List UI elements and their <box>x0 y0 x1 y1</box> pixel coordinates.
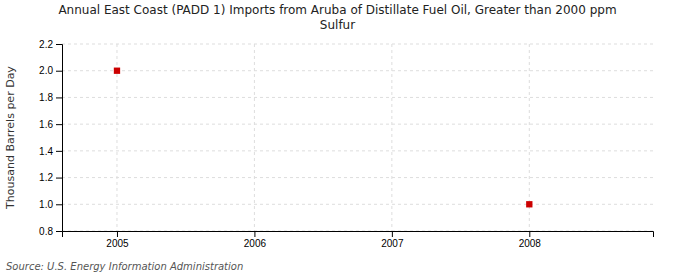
y-axis-title: Thousand Barrels per Day <box>4 66 17 210</box>
title-line: Sulfur <box>320 18 355 32</box>
source: Source: U.S. Energy Information Administ… <box>6 261 243 272</box>
grid-line-y <box>62 44 653 45</box>
x-axis-tick-label: 2007 <box>381 238 404 249</box>
y-axis-tick-mark <box>56 231 62 232</box>
y-axis-tick-mark <box>56 124 62 125</box>
y-axis-tick-label: 0.8 <box>39 226 53 237</box>
y-axis-tick-label: 1.0 <box>39 199 53 210</box>
y-axis-tick-label: 1.6 <box>39 119 53 130</box>
y-axis-tick-label: 2.0 <box>39 65 53 76</box>
x-axis-tick-label: 2006 <box>244 238 267 249</box>
x-axis-tick-mark <box>117 231 118 237</box>
point <box>526 201 532 207</box>
point <box>114 68 120 74</box>
y-axis: 0.8 1.0 1.2 1.4 1.6 1.8 2.0 2.2 <box>39 39 62 237</box>
x-axis-tick-label: 2008 <box>519 238 542 249</box>
y-axis-tick-label: 1.4 <box>39 146 53 157</box>
y-axis-tick: 2.0 <box>39 65 62 76</box>
chart: 2005 2006 2007 2008 0.8 1.0 1.2 1.4 1.6 1.8 2.0 2.2… <box>0 0 675 275</box>
y-axis-tick-mark <box>56 97 62 98</box>
x-axis-tick-label: 2005 <box>106 238 129 249</box>
y-axis-tick-label: 1.2 <box>39 172 53 183</box>
x-axis-tick-mark <box>254 231 255 237</box>
plot: 2005 2006 2007 2008 0.8 1.0 1.2 1.4 1.6 1.8 2.0 2.2 <box>39 39 653 249</box>
title: Annual East Coast (PADD 1) Imports from … <box>58 3 616 32</box>
y-axis-line <box>56 45 63 232</box>
x-axis-tick-mark <box>529 231 530 237</box>
x-axis-tick: 2006 <box>244 231 267 249</box>
y-axis-tick: 2.2 <box>39 39 62 50</box>
y-axis-tick: 1.0 <box>39 199 62 210</box>
grid-line-y <box>62 204 653 205</box>
x-axis-tick: 2007 <box>381 231 404 249</box>
grid-line-y <box>62 124 653 125</box>
y-axis-tick: 1.4 <box>39 146 62 157</box>
x-axis-tick-mark <box>392 231 393 237</box>
y-axis-tick-label: 1.8 <box>39 92 53 103</box>
x-axis: 2005 2006 2007 2008 <box>63 231 654 249</box>
y-axis-tick: 0.8 <box>39 226 62 237</box>
y-axis-tick-mark <box>56 71 62 72</box>
grid-line-y <box>62 150 653 151</box>
x-axis-line <box>63 232 654 238</box>
y-axis-tick: 1.6 <box>39 119 62 130</box>
y-axis-tick-mark <box>56 178 62 179</box>
grid-line-y <box>62 177 653 178</box>
grid <box>62 44 653 231</box>
y-axis-tick: 1.2 <box>39 172 62 183</box>
y-axis-tick-label: 2.2 <box>39 39 53 50</box>
y-axis-tick: 1.8 <box>39 92 62 103</box>
y-axis-tick-mark <box>56 44 62 45</box>
y-axis-tick-mark <box>56 151 62 152</box>
grid-line-y <box>62 97 653 98</box>
title-line: Annual East Coast (PADD 1) Imports from … <box>58 3 616 17</box>
x-axis-tick: 2008 <box>519 231 542 249</box>
grid-line-x <box>391 44 392 231</box>
points <box>114 68 533 208</box>
y-axis-tick-mark <box>56 204 62 205</box>
grid-line-x <box>254 44 255 231</box>
grid-line-y <box>62 70 653 71</box>
x-axis-tick: 2005 <box>106 231 129 249</box>
